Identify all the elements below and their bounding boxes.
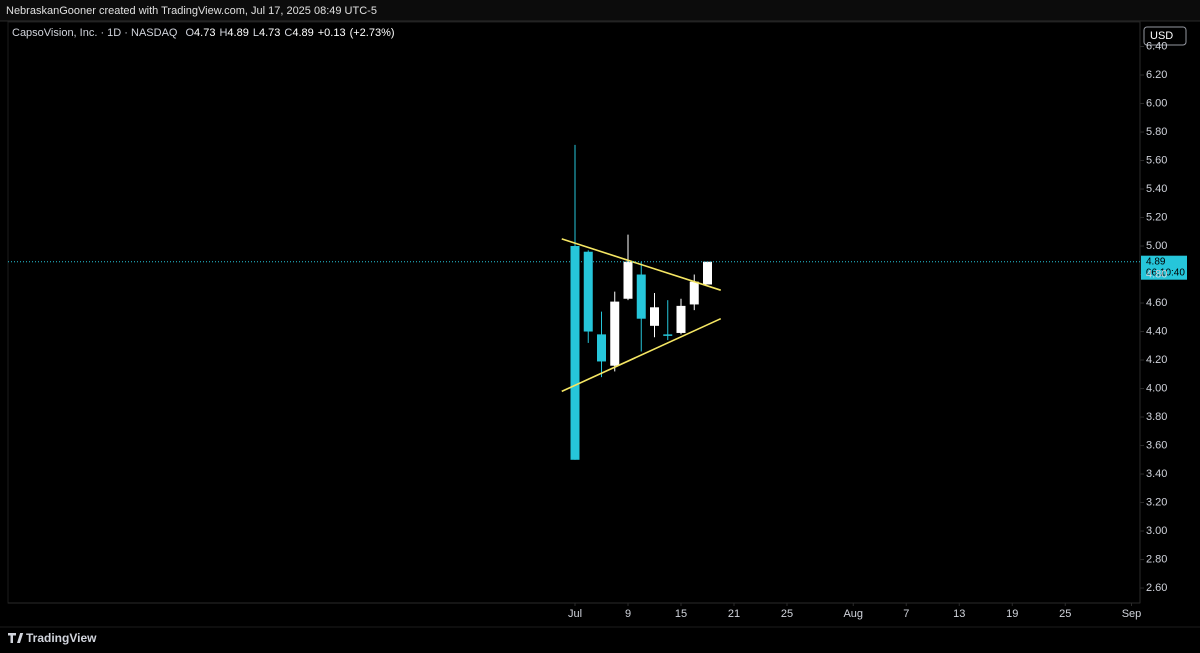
ohlc-value: 4.73 xyxy=(259,27,280,39)
legend: CapsoVision, Inc. · 1D · NASDAQ O 4.73 H 4.… xyxy=(12,27,395,39)
trendline xyxy=(561,238,721,291)
ohlc-value: 4.73 xyxy=(194,27,215,39)
ohlc-label: C xyxy=(284,27,292,39)
candle-body xyxy=(703,261,712,285)
currency-box[interactable] xyxy=(1143,26,1187,46)
y-tick-label: 4.80 xyxy=(1146,268,1167,280)
header-text: NebraskanGooner created with TradingView… xyxy=(6,5,377,17)
price-label: 4.89 xyxy=(1146,256,1166,267)
candle-layer xyxy=(570,144,712,460)
x-tick-label: 21 xyxy=(728,608,740,620)
x-tick-label: 9 xyxy=(625,608,631,620)
currency-label[interactable]: USD xyxy=(1150,30,1173,42)
candle-body xyxy=(623,261,633,299)
branding: TradingView xyxy=(8,631,97,645)
y-tick-label: 5.20 xyxy=(1146,211,1167,223)
ohlc-label: L xyxy=(253,27,259,39)
candle-body xyxy=(583,251,593,332)
y-tick-label: 3.00 xyxy=(1146,525,1167,537)
y-tick-label: 5.80 xyxy=(1146,126,1167,138)
candle-body xyxy=(663,334,673,336)
y-tick-label: 6.40 xyxy=(1146,40,1167,52)
ohlc-label: O xyxy=(185,27,194,39)
x-tick-label: Sep xyxy=(1122,608,1142,620)
brand-name: TradingView xyxy=(26,631,97,645)
y-tick-label: 2.60 xyxy=(1146,582,1167,594)
y-tick-label: 2.80 xyxy=(1146,553,1167,565)
y-tick-label: 3.60 xyxy=(1146,439,1167,451)
x-tick-label: 7 xyxy=(903,608,909,620)
grid-layer xyxy=(574,46,1144,606)
candle-body xyxy=(650,307,659,326)
price-label-box xyxy=(1141,255,1187,280)
ohlc-value: 4.89 xyxy=(292,27,313,39)
change-pct: (+2.73%) xyxy=(350,27,395,39)
x-tick-label: 25 xyxy=(1059,608,1071,620)
candle-body xyxy=(676,305,686,333)
candle-body xyxy=(597,334,606,362)
x-tick-label: 13 xyxy=(953,608,965,620)
x-tick-label: Aug xyxy=(843,608,863,620)
ohlc-label: H xyxy=(219,27,227,39)
x-tick-label: 25 xyxy=(781,608,793,620)
header-bar xyxy=(0,0,1200,21)
y-tick-label: 4.00 xyxy=(1146,382,1167,394)
ohlc-value: 4.89 xyxy=(227,27,248,39)
candle-body xyxy=(636,274,646,319)
y-tick-label: 6.00 xyxy=(1146,97,1167,109)
trendline xyxy=(561,317,722,393)
y-tick-label: 4.60 xyxy=(1146,297,1167,309)
candle-body xyxy=(610,301,620,366)
y-tick-label: 3.40 xyxy=(1146,468,1167,480)
y-tick-label: 3.80 xyxy=(1146,411,1167,423)
x-tick-label: 15 xyxy=(675,608,687,620)
currency-button[interactable]: USD xyxy=(1143,26,1187,46)
y-tick-label: 3.20 xyxy=(1146,496,1167,508)
y-tick-label: 4.20 xyxy=(1146,354,1167,366)
y-tick-label: 4.40 xyxy=(1146,325,1167,337)
change: +0.13 xyxy=(318,27,346,39)
candle-body xyxy=(689,281,699,305)
y-tick-label: 5.60 xyxy=(1146,154,1167,166)
y-tick-label: 5.40 xyxy=(1146,183,1167,195)
symbol: CapsoVision, Inc. · 1D · NASDAQ xyxy=(12,27,178,39)
y-tick-label: 5.00 xyxy=(1146,240,1167,252)
logo xyxy=(8,633,24,643)
x-tick-label: 19 xyxy=(1006,608,1018,620)
y-tick-label: 6.20 xyxy=(1146,69,1167,81)
candle-body xyxy=(570,246,580,460)
countdown: 06:10:40 xyxy=(1146,267,1185,278)
x-tick-label: Jul xyxy=(568,608,582,620)
